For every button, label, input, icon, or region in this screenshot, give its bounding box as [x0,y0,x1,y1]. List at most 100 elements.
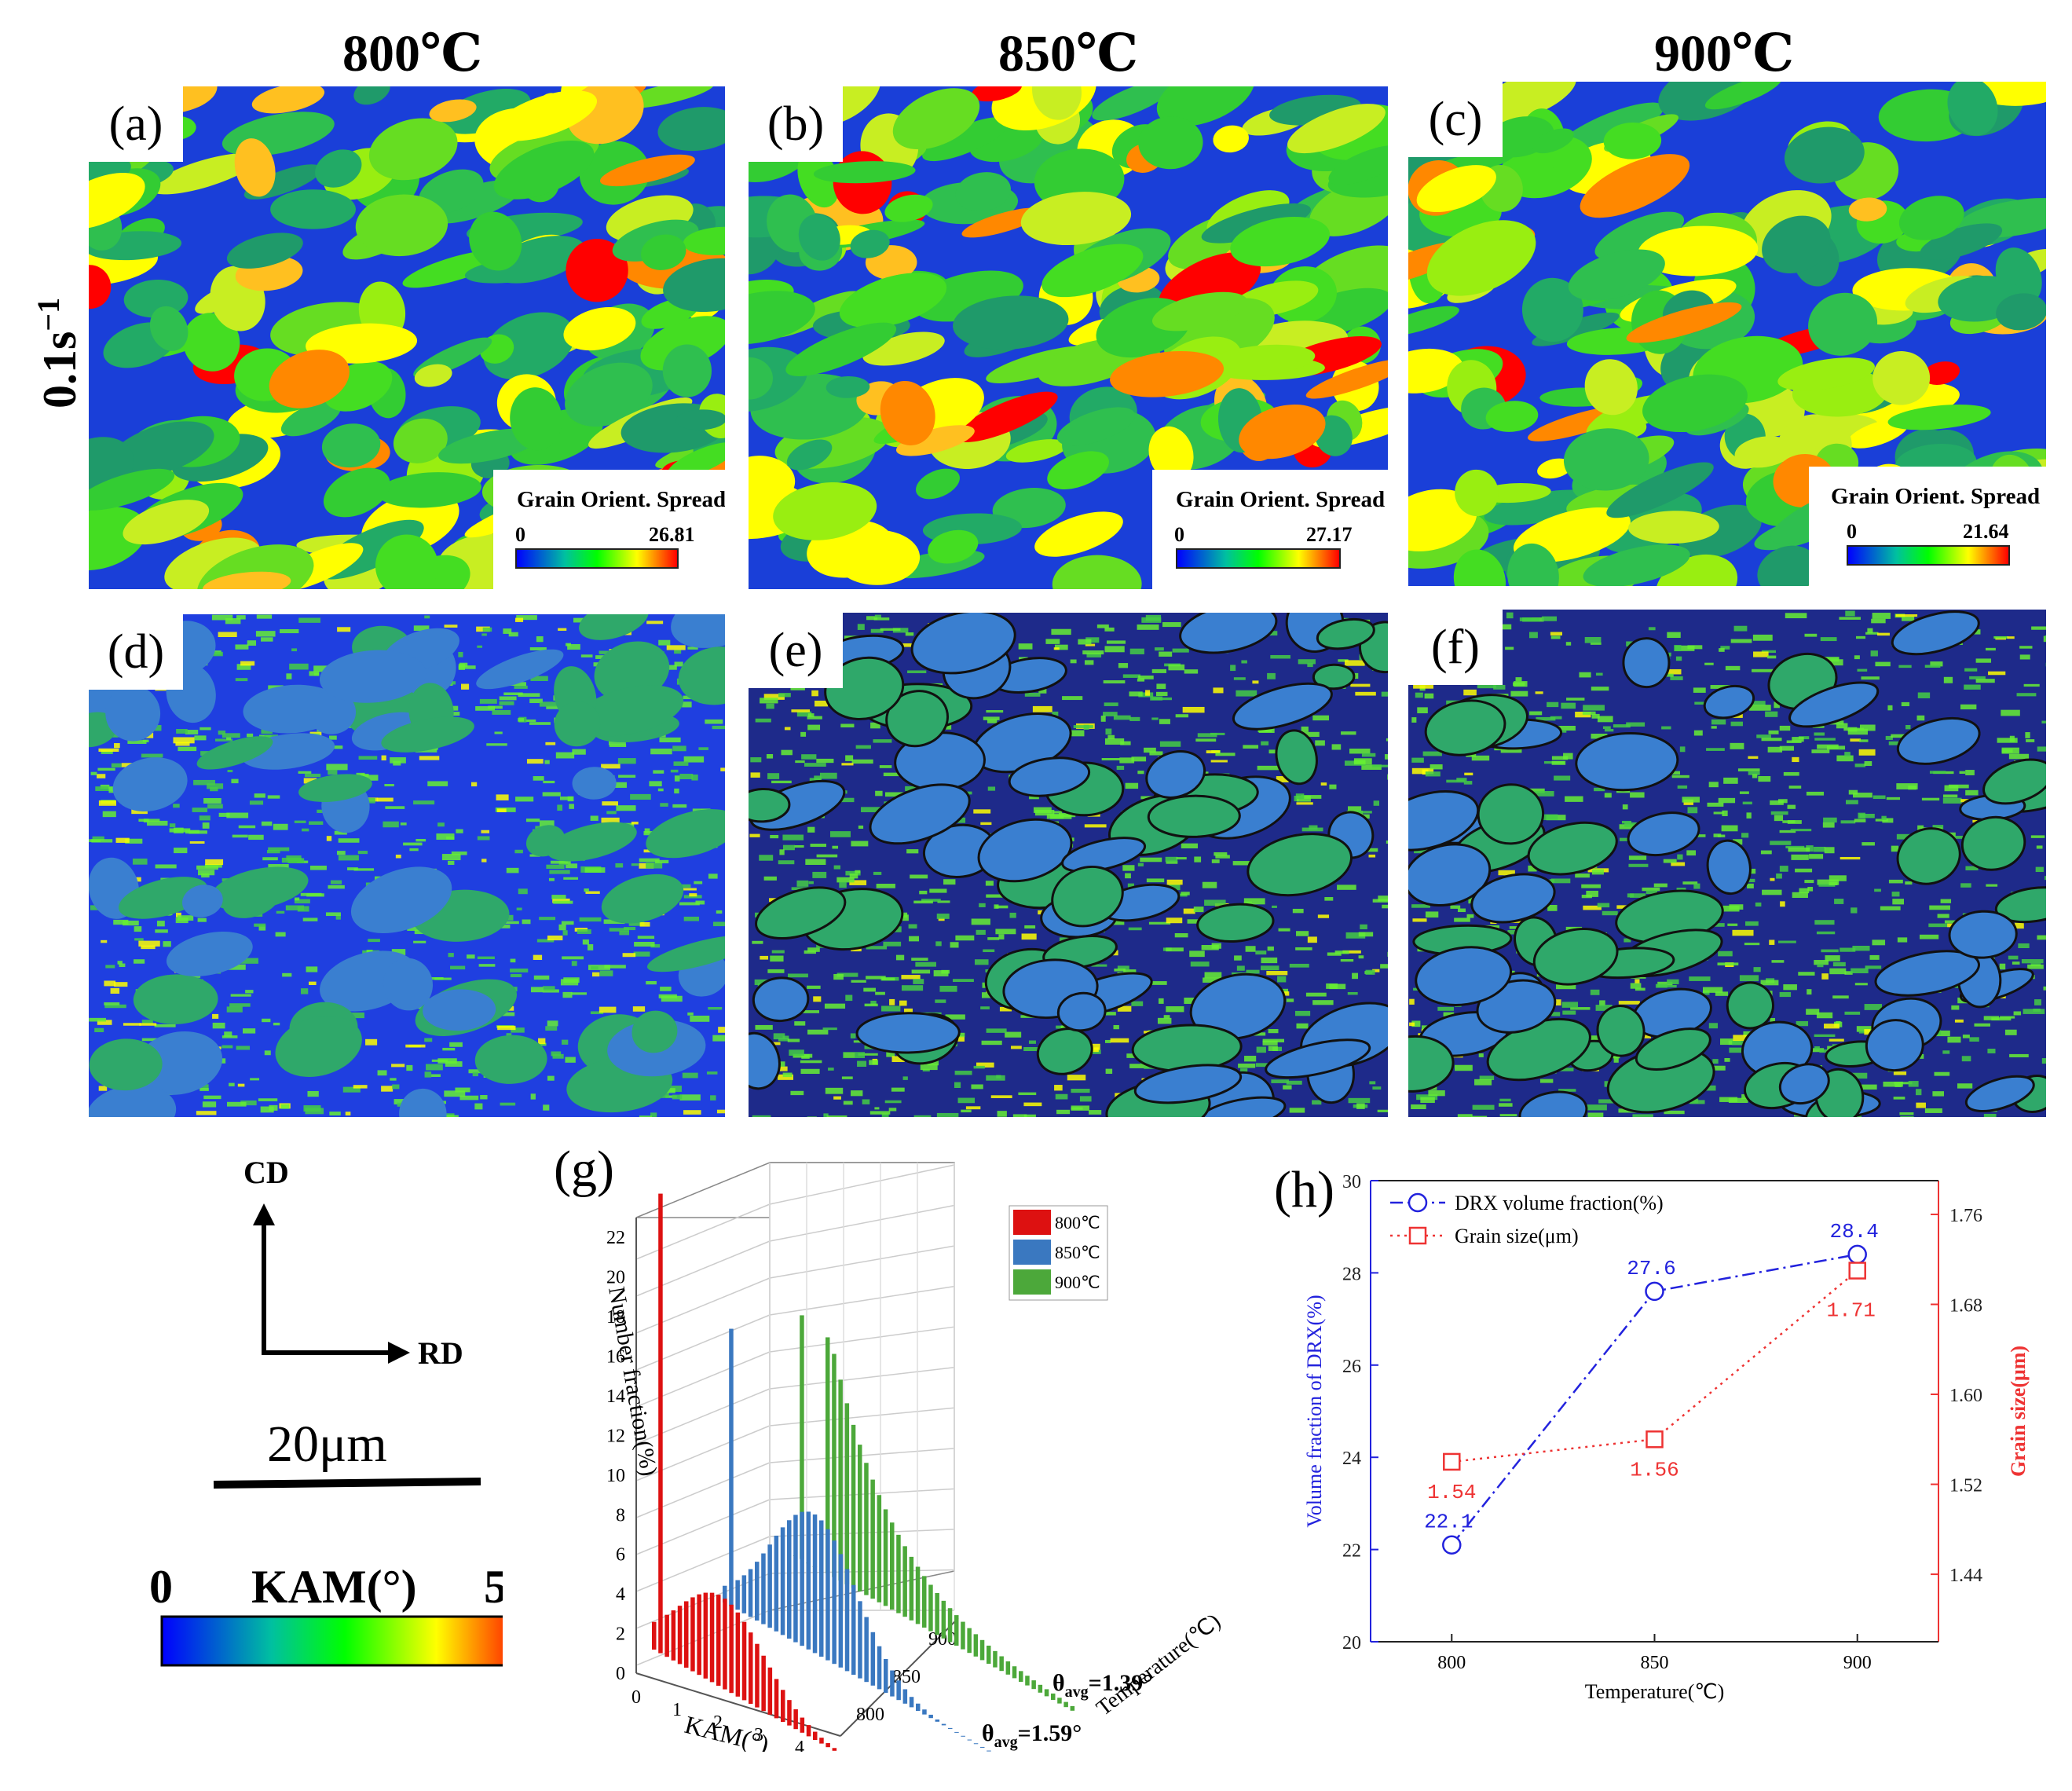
h-grain-label: 1.56 [1630,1458,1678,1482]
g-bar-2 [870,1480,875,1599]
h-right-tick: 1.68 [1949,1295,1982,1316]
h-left-tick: 30 [1342,1172,1361,1192]
g-bar-1 [884,1659,888,1693]
gos-map-a: (a) Grain Orient. Spread 0 26.81 [89,86,725,589]
g-bar-1 [807,1511,811,1649]
g-bar-0 [774,1679,779,1718]
g-ylabel: Number fraction(%) [603,1284,662,1478]
panel-label-c: (c) [1408,82,1503,157]
panel-label-a: (a) [89,86,183,162]
gos-map-c: (c) Grain Orient. Spread 0 21.64 [1408,82,2046,586]
g-bar-1 [858,1601,862,1678]
g-bar-2 [1012,1666,1017,1678]
panel-label-b: (b) [749,86,843,162]
g-bar-0 [697,1595,701,1676]
h-drx-point [1443,1536,1460,1554]
g-bar-1 [954,1732,959,1733]
kam-histogram-3d: 0246810121416182022012345800850900Number… [550,1131,1225,1752]
g-avg-label-1: θavg=1.59° [982,1720,1082,1751]
g-bar-1 [910,1697,914,1707]
g-bar-0 [761,1656,766,1711]
g-x-tick: 0 [631,1687,641,1708]
kam-map-e: (e) [749,613,1388,1117]
panel-label-d: (d) [89,614,183,690]
h-xlabel: Temperature(℃) [1585,1680,1725,1703]
g-bar-1 [813,1514,818,1653]
g-bar-1 [903,1689,908,1703]
column-title-800: 800℃ [216,22,609,84]
panel-label-f: (f) [1408,610,1503,685]
h-right-tick: 1.44 [1949,1566,1982,1586]
g-y-tick: 6 [616,1545,625,1566]
g-bar-2 [916,1567,921,1624]
g-bar-0 [749,1632,753,1704]
gos-colorbar-b [1176,548,1341,569]
gos-legend-max-a: 26.81 [649,523,695,547]
kam-legend-title: KAM(°) [251,1561,417,1613]
gos-legend-title-c: Grain Orient. Spread [1831,484,2040,510]
g-bar-1 [896,1680,901,1700]
g-y-tick: 10 [606,1466,625,1486]
g-bar-0 [813,1732,818,1740]
h-ylabel-left: Volume fraction of DRX(%) [1303,1295,1326,1527]
gos-legend-c: Grain Orient. Spread 0 21.64 [1809,467,2046,586]
g-bar-1 [793,1514,798,1642]
g-bar-0 [826,1743,830,1747]
h-left-tick: 22 [1342,1541,1361,1562]
g-bar-2 [910,1557,914,1621]
g-bar-0 [664,1615,669,1657]
g-y-tick: 20 [606,1268,625,1288]
g-bar-0 [723,1599,727,1689]
g-bar-1 [839,1554,844,1667]
gos-legend-title-b: Grain Orient. Spread [1176,487,1385,513]
g-bar-2 [999,1657,1004,1672]
g-bar-1 [961,1736,965,1737]
panel-label-e: (e) [749,613,843,688]
h-ylabel-right: Grain size(μm) [2007,1346,2030,1477]
g-legend-swatch [1013,1269,1051,1295]
h-grain-point [1444,1454,1459,1470]
g-bar-1 [935,1720,940,1722]
g-bar-0 [800,1718,805,1733]
h-legend-grain: Grain size(μm) [1455,1225,1579,1247]
g-bar-1 [761,1554,766,1624]
g-bar-1 [980,1747,985,1748]
kam-map-f-image [1408,610,2046,1117]
g-bar-2 [1025,1676,1030,1685]
h-drx-label: 27.6 [1627,1257,1675,1280]
g-bar-1 [922,1709,927,1714]
gos-legend-b: Grain Orient. Spread 0 27.17 [1152,470,1388,589]
h-right-tick: 1.76 [1949,1206,1982,1226]
h-left-tick: 26 [1342,1357,1361,1377]
g-bar-2 [902,1546,907,1617]
g-x-tick: 5 [836,1750,845,1752]
g-legend-label: 900℃ [1055,1273,1100,1292]
g-y-tick: 8 [616,1505,625,1525]
gos-legend-max-b: 27.17 [1306,523,1353,547]
g-bar-0 [833,1748,837,1751]
h-drx-label: 22.1 [1424,1511,1473,1534]
g-bar-1 [781,1527,785,1635]
g-bar-2 [884,1509,888,1606]
g-bar-1 [987,1751,991,1752]
h-drx-point [1646,1283,1664,1300]
g-bar-2 [896,1535,901,1613]
g-bar-0 [755,1644,760,1708]
gos-colorbar-c [1847,545,2010,566]
panel-label-g: (g) [554,1141,614,1198]
h-x-tick: 900 [1843,1653,1872,1673]
g-bar-2 [942,1601,946,1639]
g-bar-0 [672,1610,676,1661]
cd-arrow-icon [253,1203,275,1353]
g-bar-0 [768,1668,773,1715]
g-legend-label: 850℃ [1055,1243,1100,1262]
g-bar-2 [961,1622,965,1650]
g-bar-2 [838,1379,843,1580]
g-bar-2 [987,1646,991,1664]
g-bar-2 [974,1634,979,1656]
g-bar-1 [942,1724,946,1726]
g-zlabel: Temperature(℃) [1092,1609,1225,1720]
g-x-tick: 1 [672,1700,682,1720]
grain [857,1013,960,1053]
